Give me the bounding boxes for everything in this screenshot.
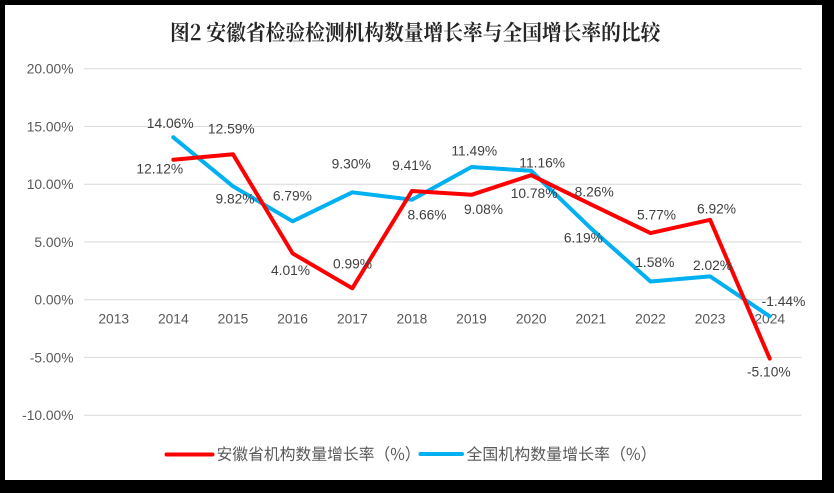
svg-text:11.49%: 11.49% (451, 144, 497, 159)
svg-text:2022: 2022 (635, 311, 666, 326)
svg-text:0.00%: 0.00% (34, 293, 73, 308)
svg-text:4.01%: 4.01% (271, 263, 310, 278)
svg-text:20.00%: 20.00% (27, 62, 74, 77)
svg-text:2016: 2016 (277, 311, 308, 326)
svg-text:2018: 2018 (397, 311, 428, 326)
svg-text:15.00%: 15.00% (27, 119, 74, 134)
svg-text:6.92%: 6.92% (697, 201, 736, 216)
svg-text:12.12%: 12.12% (136, 162, 183, 177)
svg-text:-5.10%: -5.10% (747, 365, 791, 380)
svg-text:6.19%: 6.19% (564, 231, 603, 246)
svg-text:6.79%: 6.79% (273, 189, 312, 204)
svg-text:2021: 2021 (575, 311, 606, 326)
svg-text:12.59%: 12.59% (208, 121, 255, 136)
svg-text:2017: 2017 (337, 311, 368, 326)
svg-text:2024: 2024 (754, 311, 785, 326)
svg-text:9.08%: 9.08% (464, 202, 503, 217)
svg-text:2020: 2020 (516, 311, 547, 326)
svg-text:-1.44%: -1.44% (762, 294, 806, 309)
svg-text:9.30%: 9.30% (332, 156, 371, 171)
svg-text:2013: 2013 (98, 311, 129, 326)
svg-text:5.77%: 5.77% (637, 207, 676, 222)
svg-text:9.82%: 9.82% (215, 192, 254, 207)
svg-text:2023: 2023 (695, 311, 726, 326)
svg-text:0.99%: 0.99% (333, 257, 372, 272)
svg-text:10.78%: 10.78% (511, 186, 558, 201)
svg-text:11.16%: 11.16% (519, 155, 565, 170)
svg-text:2.02%: 2.02% (693, 258, 732, 273)
svg-text:8.66%: 8.66% (407, 208, 446, 223)
svg-text:14.06%: 14.06% (147, 116, 194, 131)
svg-text:1.58%: 1.58% (635, 255, 674, 270)
svg-text:8.26%: 8.26% (575, 185, 614, 200)
svg-text:5.00%: 5.00% (34, 235, 73, 250)
svg-text:2015: 2015 (218, 311, 249, 326)
svg-text:10.00%: 10.00% (27, 177, 74, 192)
svg-text:-5.00%: -5.00% (30, 350, 74, 365)
svg-text:2019: 2019 (456, 311, 487, 326)
svg-text:2014: 2014 (158, 311, 189, 326)
svg-text:-10.00%: -10.00% (22, 408, 73, 423)
svg-text:9.41%: 9.41% (392, 158, 431, 173)
